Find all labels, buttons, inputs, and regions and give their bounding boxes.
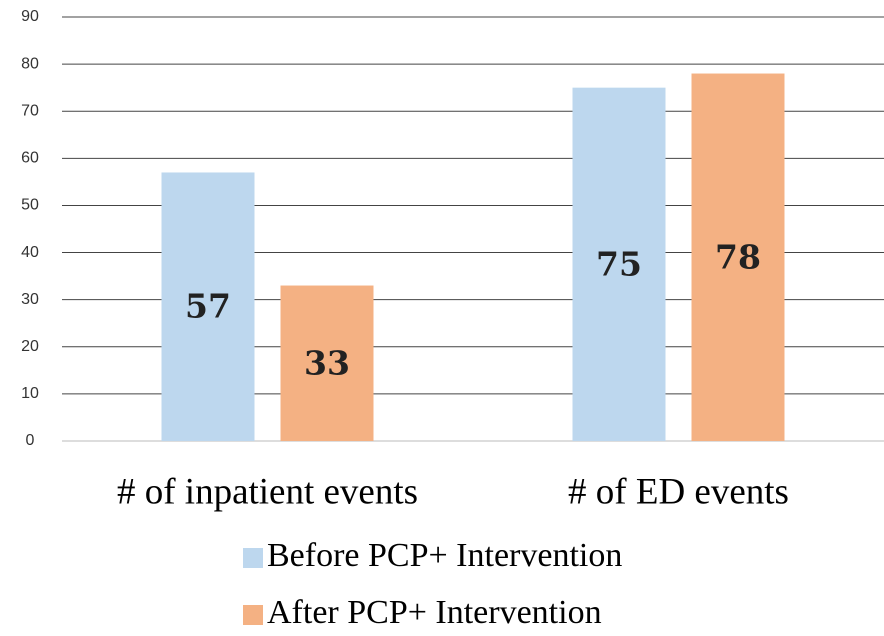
- data-label: 33: [304, 343, 350, 382]
- y-tick-label: 20: [21, 338, 39, 355]
- data-label: 78: [715, 237, 761, 276]
- legend-swatch: [243, 605, 263, 625]
- y-tick-label: 50: [21, 197, 39, 214]
- legend-label: Before PCP+ Intervention: [267, 537, 622, 574]
- y-tick-label: 0: [26, 432, 35, 449]
- bar: [691, 73, 785, 442]
- x-tick-label: # of inpatient events: [117, 471, 418, 512]
- y-tick-label: 90: [21, 8, 39, 25]
- legend-swatch: [243, 548, 263, 568]
- y-tick-label: 10: [21, 385, 39, 402]
- y-tick-label: 70: [21, 102, 39, 119]
- y-tick-label: 30: [21, 291, 39, 308]
- data-label: 75: [596, 244, 642, 283]
- y-tick-label: 40: [21, 244, 39, 261]
- bar: [280, 285, 374, 441]
- y-tick-label: 60: [21, 150, 39, 167]
- legend-label: After PCP+ Intervention: [267, 594, 602, 631]
- y-tick-label: 80: [21, 55, 39, 72]
- data-label: 57: [185, 287, 231, 326]
- bar: [572, 87, 666, 442]
- x-tick-label: # of ED events: [568, 471, 789, 512]
- bar: [161, 172, 255, 441]
